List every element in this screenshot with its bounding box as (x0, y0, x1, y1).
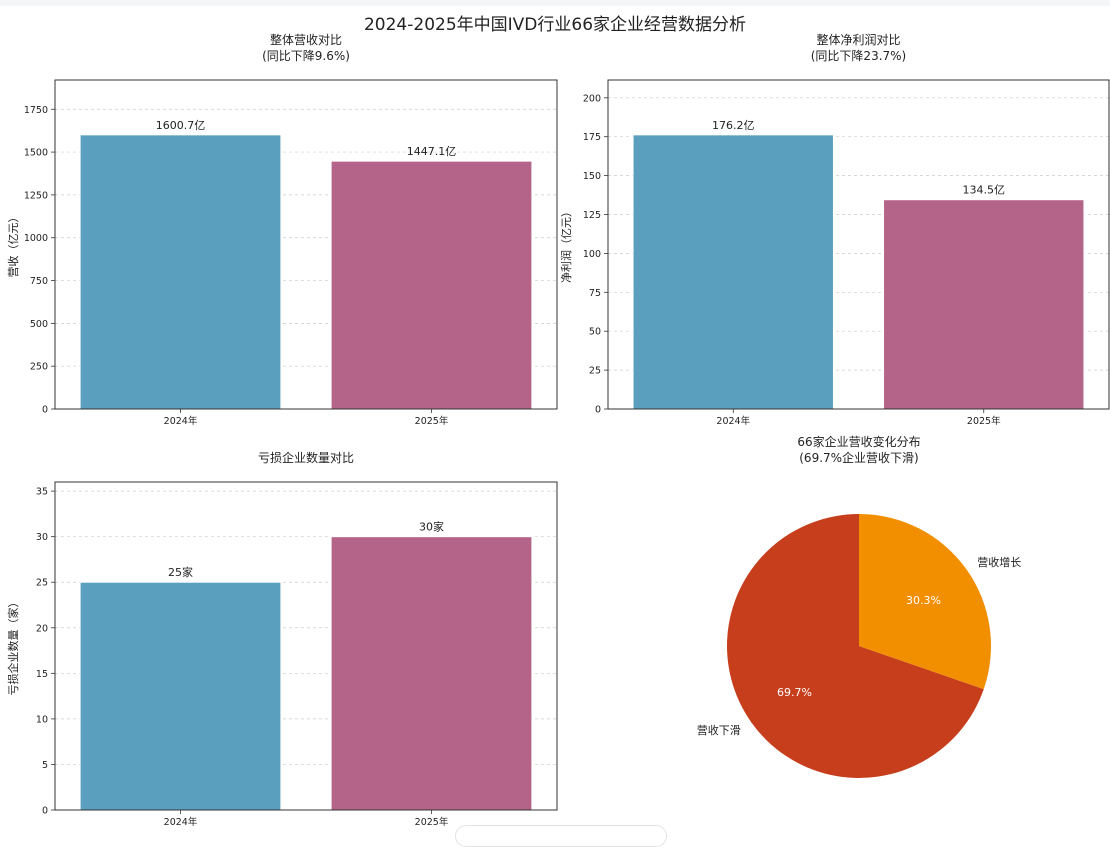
y-tick-label: 25 (36, 578, 48, 589)
bar-2024年 (79, 581, 282, 811)
chart-title: 亏损企业数量对比 (258, 450, 354, 465)
bar-2025年 (330, 536, 533, 811)
top-bar (0, 0, 1110, 6)
y-tick-label: 1000 (24, 233, 48, 244)
axes-frame (54, 481, 558, 811)
y-tick-label: 10 (36, 714, 48, 725)
y-tick-label: 0 (42, 806, 48, 817)
y-tick-label: 175 (583, 132, 601, 143)
chart-subtitle: (同比下降9.6%) (262, 49, 350, 63)
data-label: 176.2亿 (712, 119, 755, 132)
y-tick-label: 200 (583, 93, 601, 104)
y-tick-label: 0 (42, 405, 48, 416)
bar-2025年 (883, 199, 1085, 410)
y-tick-label: 35 (36, 487, 48, 498)
y-tick-label: 100 (583, 249, 601, 260)
chart-subtitle: (69.7%企业营收下滑) (799, 450, 919, 465)
bar-2024年 (79, 134, 282, 410)
y-tick-label: 1500 (24, 148, 48, 159)
y-tick-label: 750 (30, 276, 48, 287)
x-tick-label: 2025年 (415, 816, 449, 828)
chart-title: 整体营收对比 (270, 32, 342, 47)
pie-label: 营收增长 (977, 555, 1021, 569)
y-tick-label: 1250 (24, 190, 48, 201)
y-tick-label: 50 (589, 327, 601, 338)
x-tick-label: 2024年 (716, 415, 750, 427)
x-tick-label: 2024年 (164, 415, 198, 427)
chart-title: 整体净利润对比 (816, 32, 900, 47)
y-tick-label: 1750 (24, 105, 48, 116)
bar-2025年 (330, 160, 533, 410)
y-tick-label: 0 (595, 405, 601, 416)
y-tick-label: 5 (42, 760, 48, 771)
pie-slice-营收增长 (859, 514, 992, 690)
y-tick-label: 30 (36, 532, 48, 543)
data-label: 25家 (168, 565, 193, 579)
y-axis-label: 营收（亿元） (6, 212, 20, 278)
y-tick-label: 125 (583, 210, 601, 221)
data-label: 1600.7亿 (156, 119, 206, 132)
y-tick-label: 500 (30, 319, 48, 330)
bottom-overlay (455, 825, 667, 847)
pie-slice-营收下滑 (727, 514, 984, 778)
axes-frame (607, 79, 1110, 410)
y-axis-label: 净利润（亿元） (559, 206, 573, 283)
y-tick-label: 25 (589, 366, 601, 377)
x-tick-label: 2024年 (164, 816, 198, 828)
main-title: 2024-2025年中国IVD行业66家企业经营数据分析 (363, 15, 747, 35)
pie-pct-label: 30.3% (906, 594, 941, 607)
y-axis-label: 亏损企业数量（家） (6, 597, 20, 696)
pie-label: 营收下滑 (697, 723, 741, 737)
chart-subtitle: (同比下降23.7%) (811, 49, 907, 63)
y-tick-label: 15 (36, 669, 48, 680)
y-tick-label: 75 (589, 288, 601, 299)
data-label: 134.5亿 (963, 184, 1006, 197)
data-label: 1447.1亿 (407, 145, 457, 158)
y-tick-label: 250 (30, 362, 48, 373)
y-tick-label: 150 (583, 171, 601, 182)
x-tick-label: 2025年 (967, 415, 1001, 427)
x-tick-label: 2025年 (415, 415, 449, 427)
y-tick-label: 20 (36, 623, 48, 634)
axes-frame (54, 79, 558, 410)
bar-2024年 (632, 134, 834, 410)
chart-title: 66家企业营收变化分布 (797, 434, 920, 449)
data-label: 30家 (419, 520, 444, 534)
pie-pct-label: 69.7% (777, 686, 812, 699)
